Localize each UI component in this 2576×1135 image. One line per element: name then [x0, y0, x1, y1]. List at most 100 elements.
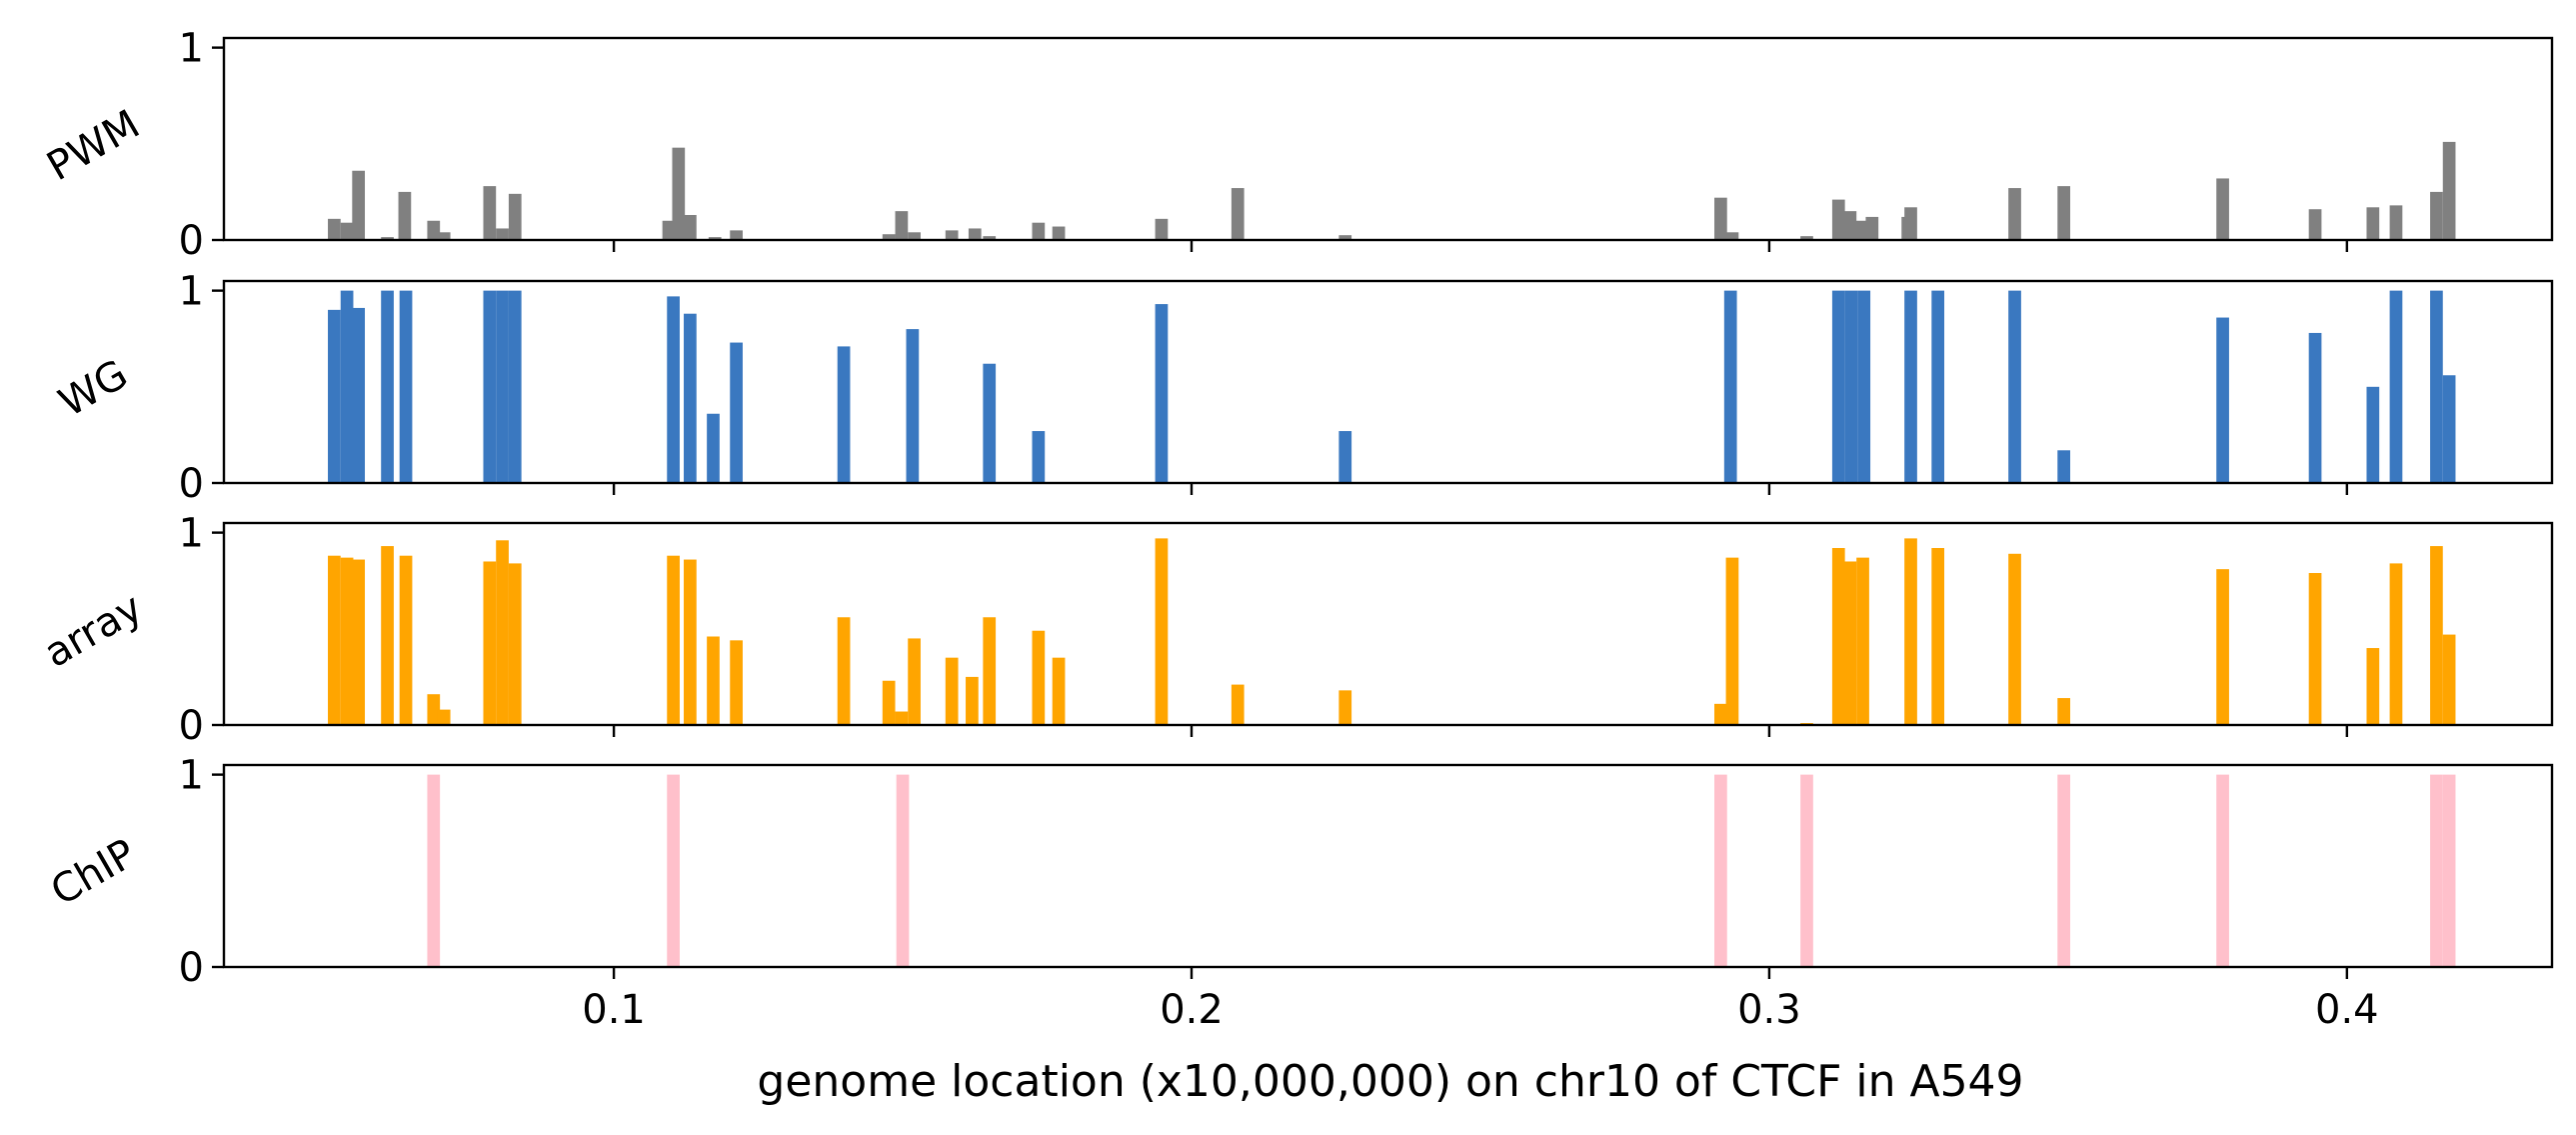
bar-wg-9 — [684, 313, 697, 483]
bar-pwm-40 — [2389, 205, 2403, 240]
bar-pwm-23 — [1155, 218, 1169, 240]
bar-array-29 — [1831, 548, 1845, 725]
axes-frame — [222, 279, 2554, 485]
bar-wg-18 — [1723, 290, 1737, 483]
bar-array-15 — [882, 680, 896, 725]
bar-wg-12 — [837, 346, 851, 483]
bar-chip-4 — [1800, 774, 1813, 967]
bar-pwm-25 — [1338, 235, 1352, 240]
y-tick-label: 1 — [179, 269, 204, 315]
bar-pwm-27 — [1725, 232, 1739, 240]
axes-frame — [222, 763, 2554, 969]
bar-wg-30 — [2430, 290, 2443, 483]
bar-array-37 — [2308, 573, 2322, 725]
bar-wg-29 — [2389, 290, 2403, 483]
bar-pwm-29 — [1831, 199, 1845, 240]
panel-label-pwm: PWM — [39, 101, 147, 190]
axes-frame — [222, 521, 2554, 727]
bar-wg-23 — [1931, 290, 1945, 483]
bar-wg-31 — [2442, 375, 2456, 483]
bar-wg-16 — [1155, 304, 1169, 483]
bar-array-1 — [340, 557, 354, 725]
panel-label-array: array — [37, 585, 151, 677]
bar-array-7 — [483, 561, 497, 725]
bar-array-31 — [1856, 557, 1869, 725]
bar-array-23 — [1155, 538, 1169, 725]
bar-array-20 — [983, 617, 997, 725]
bar-chip-3 — [1714, 774, 1727, 967]
bar-pwm-37 — [2216, 178, 2229, 240]
bar-chip-7 — [2430, 774, 2443, 967]
panel-array: 0 1 array — [37, 511, 2554, 749]
bar-chip-5 — [2057, 774, 2071, 967]
bar-pwm-35 — [2008, 188, 2021, 240]
x-axis-label: genome location (x10,000,000) on chr10 o… — [757, 1056, 2023, 1107]
bar-array-17 — [908, 638, 921, 725]
bar-array-35 — [2057, 698, 2071, 725]
bar-pwm-10 — [662, 220, 676, 240]
bar-array-0 — [328, 555, 341, 725]
bar-wg-15 — [1032, 431, 1046, 483]
y-tick-label: 1 — [179, 511, 204, 557]
bar-wg-4 — [399, 290, 413, 483]
bar-wg-5 — [483, 290, 497, 483]
bar-array-21 — [1032, 630, 1046, 725]
bar-pwm-26 — [1714, 197, 1727, 240]
bar-wg-19 — [1831, 290, 1845, 483]
bar-pwm-30 — [1843, 211, 1857, 240]
bar-pwm-39 — [2366, 207, 2380, 240]
bar-pwm-11 — [672, 147, 686, 240]
bar-pwm-15 — [882, 234, 896, 240]
x-tick-label: 0.3 — [1737, 987, 1801, 1033]
bar-array-18 — [945, 657, 959, 725]
bar-chip-8 — [2442, 774, 2456, 967]
bar-pwm-9 — [508, 193, 522, 240]
bar-pwm-28 — [1800, 236, 1813, 240]
y-tick-label: 0 — [179, 703, 204, 749]
bar-array-22 — [1052, 657, 1066, 725]
panel-label-chip: ChIP — [43, 831, 143, 915]
panel-label-wg: WG — [51, 351, 135, 426]
bar-array-13 — [730, 640, 743, 725]
y-tick-label: 1 — [179, 26, 204, 72]
bar-pwm-14 — [730, 230, 743, 240]
bar-array-5 — [427, 694, 441, 725]
bar-array-41 — [2442, 634, 2456, 725]
bar-wg-27 — [2308, 332, 2322, 483]
bar-pwm-2 — [352, 170, 366, 240]
bar-pwm-21 — [1032, 222, 1046, 240]
bar-wg-13 — [906, 329, 920, 483]
bar-pwm-8 — [496, 228, 509, 240]
bar-pwm-42 — [2442, 141, 2456, 240]
x-tick-label: 0.2 — [1160, 987, 1224, 1033]
bar-chip-6 — [2216, 774, 2229, 967]
bar-wg-2 — [352, 307, 366, 483]
bar-array-3 — [381, 546, 394, 725]
bar-pwm-7 — [483, 186, 497, 240]
bar-wg-17 — [1338, 431, 1352, 483]
bar-pwm-5 — [427, 220, 441, 240]
bar-pwm-41 — [2430, 191, 2443, 240]
bar-wg-26 — [2216, 317, 2229, 483]
bar-wg-24 — [2008, 290, 2021, 483]
axes-frame — [222, 36, 2554, 242]
x-tick-label: 0.4 — [2315, 987, 2379, 1033]
bar-array-11 — [684, 559, 697, 725]
bar-array-34 — [2008, 553, 2021, 725]
bar-pwm-32 — [1865, 216, 1879, 240]
bar-array-24 — [1231, 684, 1245, 725]
bar-wg-0 — [328, 309, 341, 483]
bar-array-33 — [1931, 548, 1945, 725]
bar-array-25 — [1338, 690, 1352, 725]
y-tick-label: 0 — [179, 945, 204, 991]
bar-pwm-12 — [684, 214, 697, 240]
bar-array-12 — [707, 636, 720, 725]
bar-pwm-22 — [1052, 226, 1066, 240]
bar-array-16 — [895, 711, 909, 725]
bar-wg-1 — [340, 290, 354, 483]
bar-pwm-24 — [1231, 188, 1245, 240]
bar-array-36 — [2216, 569, 2229, 725]
panel-wg: 0 1 WG — [51, 269, 2554, 507]
bar-pwm-4 — [398, 191, 412, 240]
